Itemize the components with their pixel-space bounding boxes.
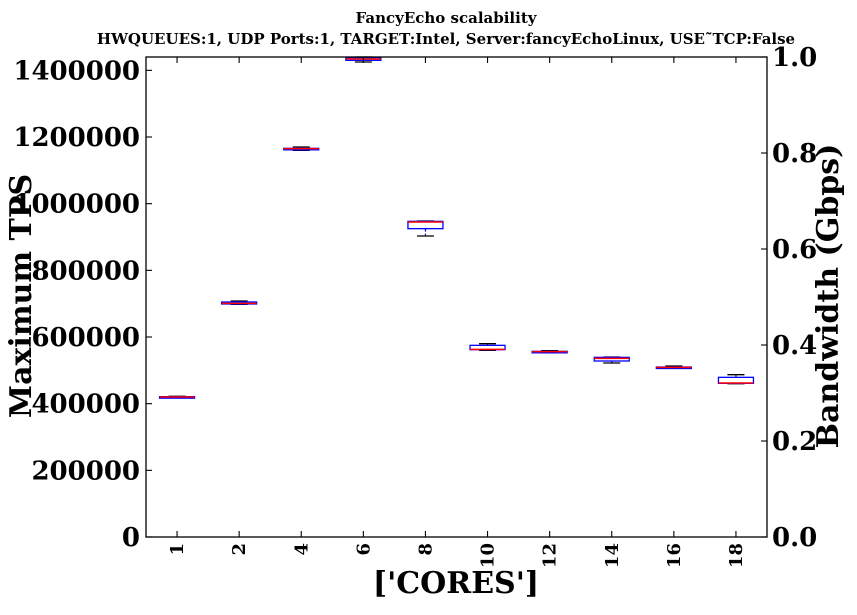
box-18 bbox=[717, 374, 755, 385]
box-10 bbox=[469, 343, 506, 351]
chart-subtitle: HWQUEUES:1, UDP Ports:1, TARGET:Intel, S… bbox=[97, 30, 795, 48]
ytick-label-1400000: 1400000 bbox=[13, 56, 140, 86]
box-4 bbox=[283, 146, 320, 151]
ytick-label-1000000: 1000000 bbox=[13, 190, 140, 220]
y2tick-label-0.0: 0.0 bbox=[772, 523, 817, 553]
xtick-label-12: 12 bbox=[540, 543, 561, 568]
xtick-label-2: 2 bbox=[229, 543, 250, 556]
box-14 bbox=[593, 356, 630, 364]
y2tick-label-0.6: 0.6 bbox=[772, 235, 817, 265]
y2tick-label-1.0: 1.0 bbox=[772, 43, 817, 73]
plot-frame bbox=[145, 56, 768, 538]
ytick-label-800000: 800000 bbox=[31, 256, 140, 286]
xtick-label-8: 8 bbox=[415, 543, 436, 556]
xtick-label-14: 14 bbox=[602, 543, 623, 568]
y2tick-label-0.8: 0.8 bbox=[772, 139, 817, 169]
xtick-label-4: 4 bbox=[291, 543, 312, 556]
y-axis-label: Maximum TPS bbox=[4, 174, 39, 418]
xtick-label-6: 6 bbox=[353, 543, 374, 556]
box-body bbox=[593, 356, 630, 362]
box-1 bbox=[158, 395, 196, 399]
box-8 bbox=[407, 220, 444, 237]
y2tick-label-0.4: 0.4 bbox=[772, 331, 817, 361]
xtick-label-16: 16 bbox=[664, 543, 685, 568]
box-2 bbox=[220, 300, 258, 305]
y2-axis-label: Bandwidth (Gbps) bbox=[811, 144, 846, 449]
xtick-label-1: 1 bbox=[167, 543, 188, 556]
box-16 bbox=[655, 365, 692, 370]
xtick-label-18: 18 bbox=[726, 543, 747, 568]
box-12 bbox=[531, 350, 568, 354]
y2tick-label-0.2: 0.2 bbox=[772, 427, 817, 457]
chart-title: FancyEcho scalability bbox=[356, 9, 538, 27]
ytick-label-600000: 600000 bbox=[31, 323, 140, 353]
ytick-label-200000: 200000 bbox=[31, 456, 140, 486]
ytick-label-400000: 400000 bbox=[31, 390, 140, 420]
x-axis-label: ['CORES'] bbox=[373, 566, 539, 601]
ytick-label-1200000: 1200000 bbox=[13, 123, 140, 153]
xtick-label-10: 10 bbox=[478, 543, 499, 568]
plot-layer: 0 200000 400000 600000 800000 1000000 1200000 1… bbox=[13, 43, 817, 568]
ytick-label-0: 0 bbox=[122, 523, 140, 553]
